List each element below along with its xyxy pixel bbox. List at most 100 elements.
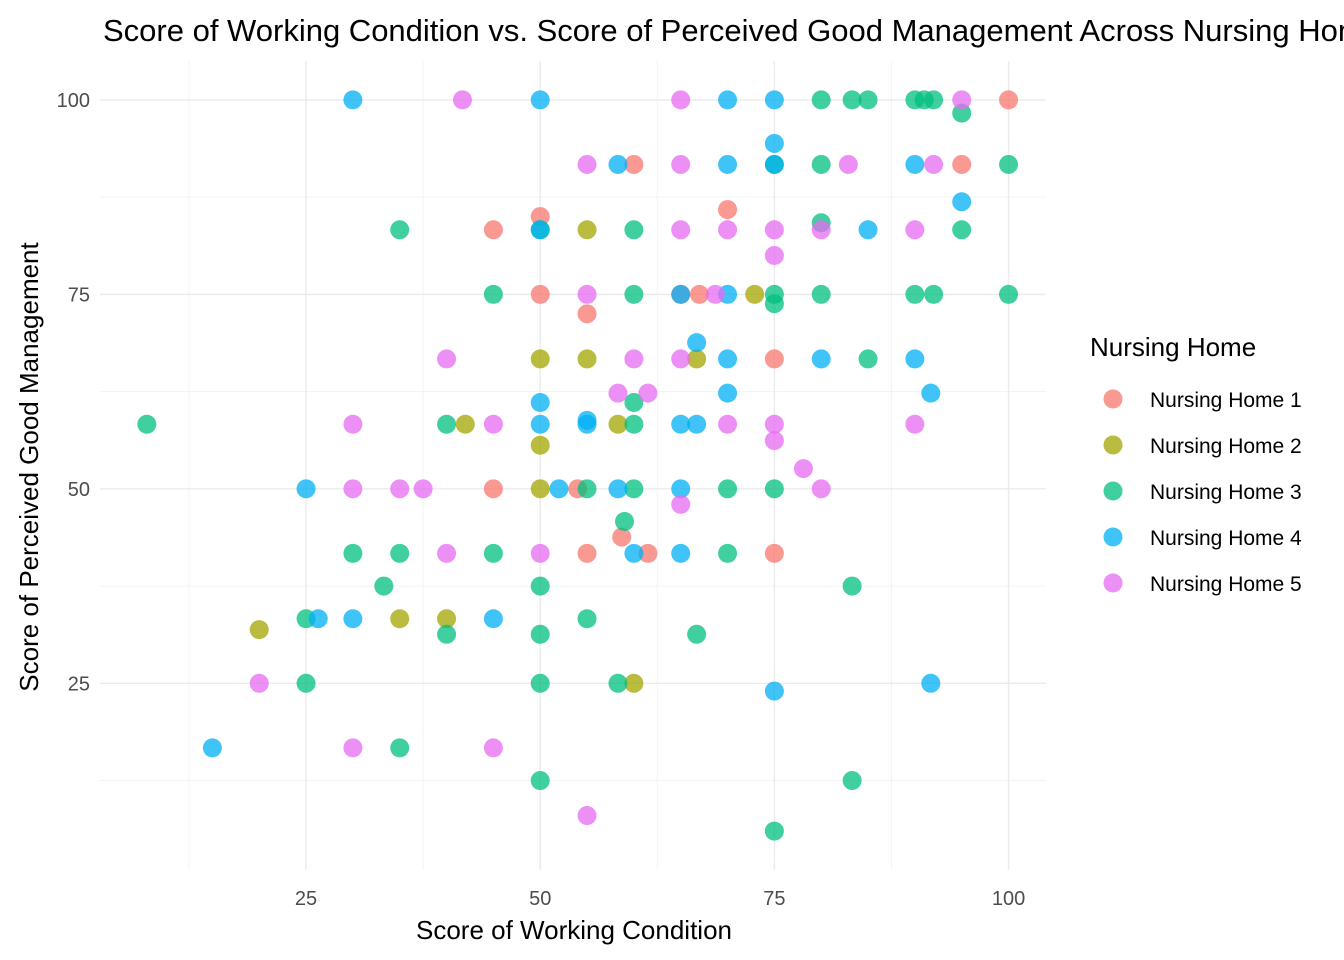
data-point-series-3 (530, 771, 550, 791)
data-point-series-5 (952, 90, 972, 110)
data-point-series-4 (343, 609, 363, 629)
x-axis-ticks: 25 50 75 100 (295, 888, 1025, 910)
data-point-series-5 (764, 414, 784, 434)
data-point-series-3 (718, 543, 738, 563)
data-point-series-3 (905, 284, 925, 304)
data-point-series-3 (842, 771, 862, 791)
x-tick-label: 25 (295, 888, 317, 910)
data-point-series-5 (343, 414, 363, 434)
y-axis-title: Score of Perceived Good Management (14, 241, 44, 691)
data-point-series-4 (718, 154, 738, 174)
data-point-series-3 (811, 284, 831, 304)
data-point-series-3 (624, 392, 644, 412)
legend-key-4 (1103, 527, 1123, 547)
data-point-series-4 (687, 414, 707, 434)
data-point-series-4 (624, 543, 644, 563)
legend-key-5 (1103, 573, 1123, 593)
data-point-series-5 (390, 479, 410, 499)
data-point-series-4 (530, 414, 550, 434)
data-point-series-3 (624, 220, 644, 240)
data-point-series-5 (924, 154, 944, 174)
data-point-series-5 (530, 543, 550, 563)
data-point-series-3 (858, 90, 878, 110)
y-tick-label: 75 (68, 284, 90, 306)
data-point-series-5 (764, 245, 784, 265)
data-point-series-4 (530, 220, 550, 240)
legend-key-3 (1103, 481, 1123, 501)
data-point-series-3 (483, 543, 503, 563)
data-point-series-4 (308, 609, 328, 629)
legend-label-4: Nursing Home 4 (1150, 527, 1302, 550)
data-point-series-3 (608, 673, 628, 693)
data-point-series-4 (530, 90, 550, 110)
data-point-series-3 (530, 673, 550, 693)
data-point-series-3 (924, 284, 944, 304)
data-point-series-1 (952, 154, 972, 174)
data-point-series-2 (249, 620, 269, 640)
data-point-series-3 (924, 90, 944, 110)
data-point-series-1 (530, 207, 550, 227)
y-tick-label: 100 (57, 90, 90, 112)
data-point-series-3 (374, 576, 394, 596)
data-point-series-3 (811, 90, 831, 110)
data-points (137, 90, 1019, 841)
data-point-series-5 (437, 349, 457, 369)
data-point-series-4 (905, 349, 925, 369)
data-point-series-3 (577, 479, 597, 499)
data-point-series-1 (530, 284, 550, 304)
legend-title: Nursing Home (1090, 332, 1256, 362)
data-point-series-2 (687, 349, 707, 369)
data-point-series-5 (671, 349, 691, 369)
data-point-series-3 (437, 624, 457, 644)
data-point-series-3 (390, 220, 410, 240)
x-axis-title: Score of Working Condition (416, 915, 732, 945)
legend-label-2: Nursing Home 2 (1150, 435, 1302, 458)
data-point-series-1 (764, 543, 784, 563)
data-point-series-4 (671, 414, 691, 434)
data-point-series-4 (530, 392, 550, 412)
data-point-series-5 (483, 738, 503, 758)
data-point-series-5 (718, 414, 738, 434)
data-point-series-4 (718, 90, 738, 110)
data-point-series-1 (612, 527, 632, 547)
data-point-series-4 (764, 133, 784, 153)
data-point-series-5 (705, 284, 725, 304)
data-point-series-2 (608, 414, 628, 434)
data-point-series-5 (671, 90, 691, 110)
data-point-series-1 (999, 90, 1019, 110)
x-tick-label: 50 (529, 888, 551, 910)
data-point-series-1 (483, 479, 503, 499)
data-point-series-3 (842, 576, 862, 596)
data-point-series-3 (390, 738, 410, 758)
data-point-series-1 (483, 220, 503, 240)
data-point-series-5 (811, 220, 831, 240)
data-point-series-4 (718, 383, 738, 403)
data-point-series-1 (577, 543, 597, 563)
x-tick-label: 75 (763, 888, 785, 910)
data-point-series-5 (483, 414, 503, 434)
data-point-series-4 (577, 414, 597, 434)
data-point-series-3 (296, 673, 316, 693)
data-point-series-4 (483, 609, 503, 629)
data-point-series-4 (202, 738, 222, 758)
data-point-series-4 (921, 383, 941, 403)
y-axis-ticks: 25 50 75 100 (57, 90, 90, 695)
legend-key-1 (1103, 389, 1123, 409)
data-point-series-4 (671, 543, 691, 563)
legend-key-2 (1103, 435, 1123, 455)
data-point-series-2 (624, 673, 644, 693)
data-point-series-3 (530, 624, 550, 644)
data-point-series-2 (530, 435, 550, 455)
data-point-series-3 (624, 414, 644, 434)
data-point-series-3 (999, 284, 1019, 304)
data-point-series-3 (437, 414, 457, 434)
data-point-series-5 (624, 349, 644, 369)
data-point-series-4 (921, 673, 941, 693)
data-point-series-5 (577, 806, 597, 826)
data-point-series-3 (952, 103, 972, 123)
data-point-series-2 (577, 349, 597, 369)
data-point-series-5 (764, 220, 784, 240)
data-point-series-2 (530, 349, 550, 369)
